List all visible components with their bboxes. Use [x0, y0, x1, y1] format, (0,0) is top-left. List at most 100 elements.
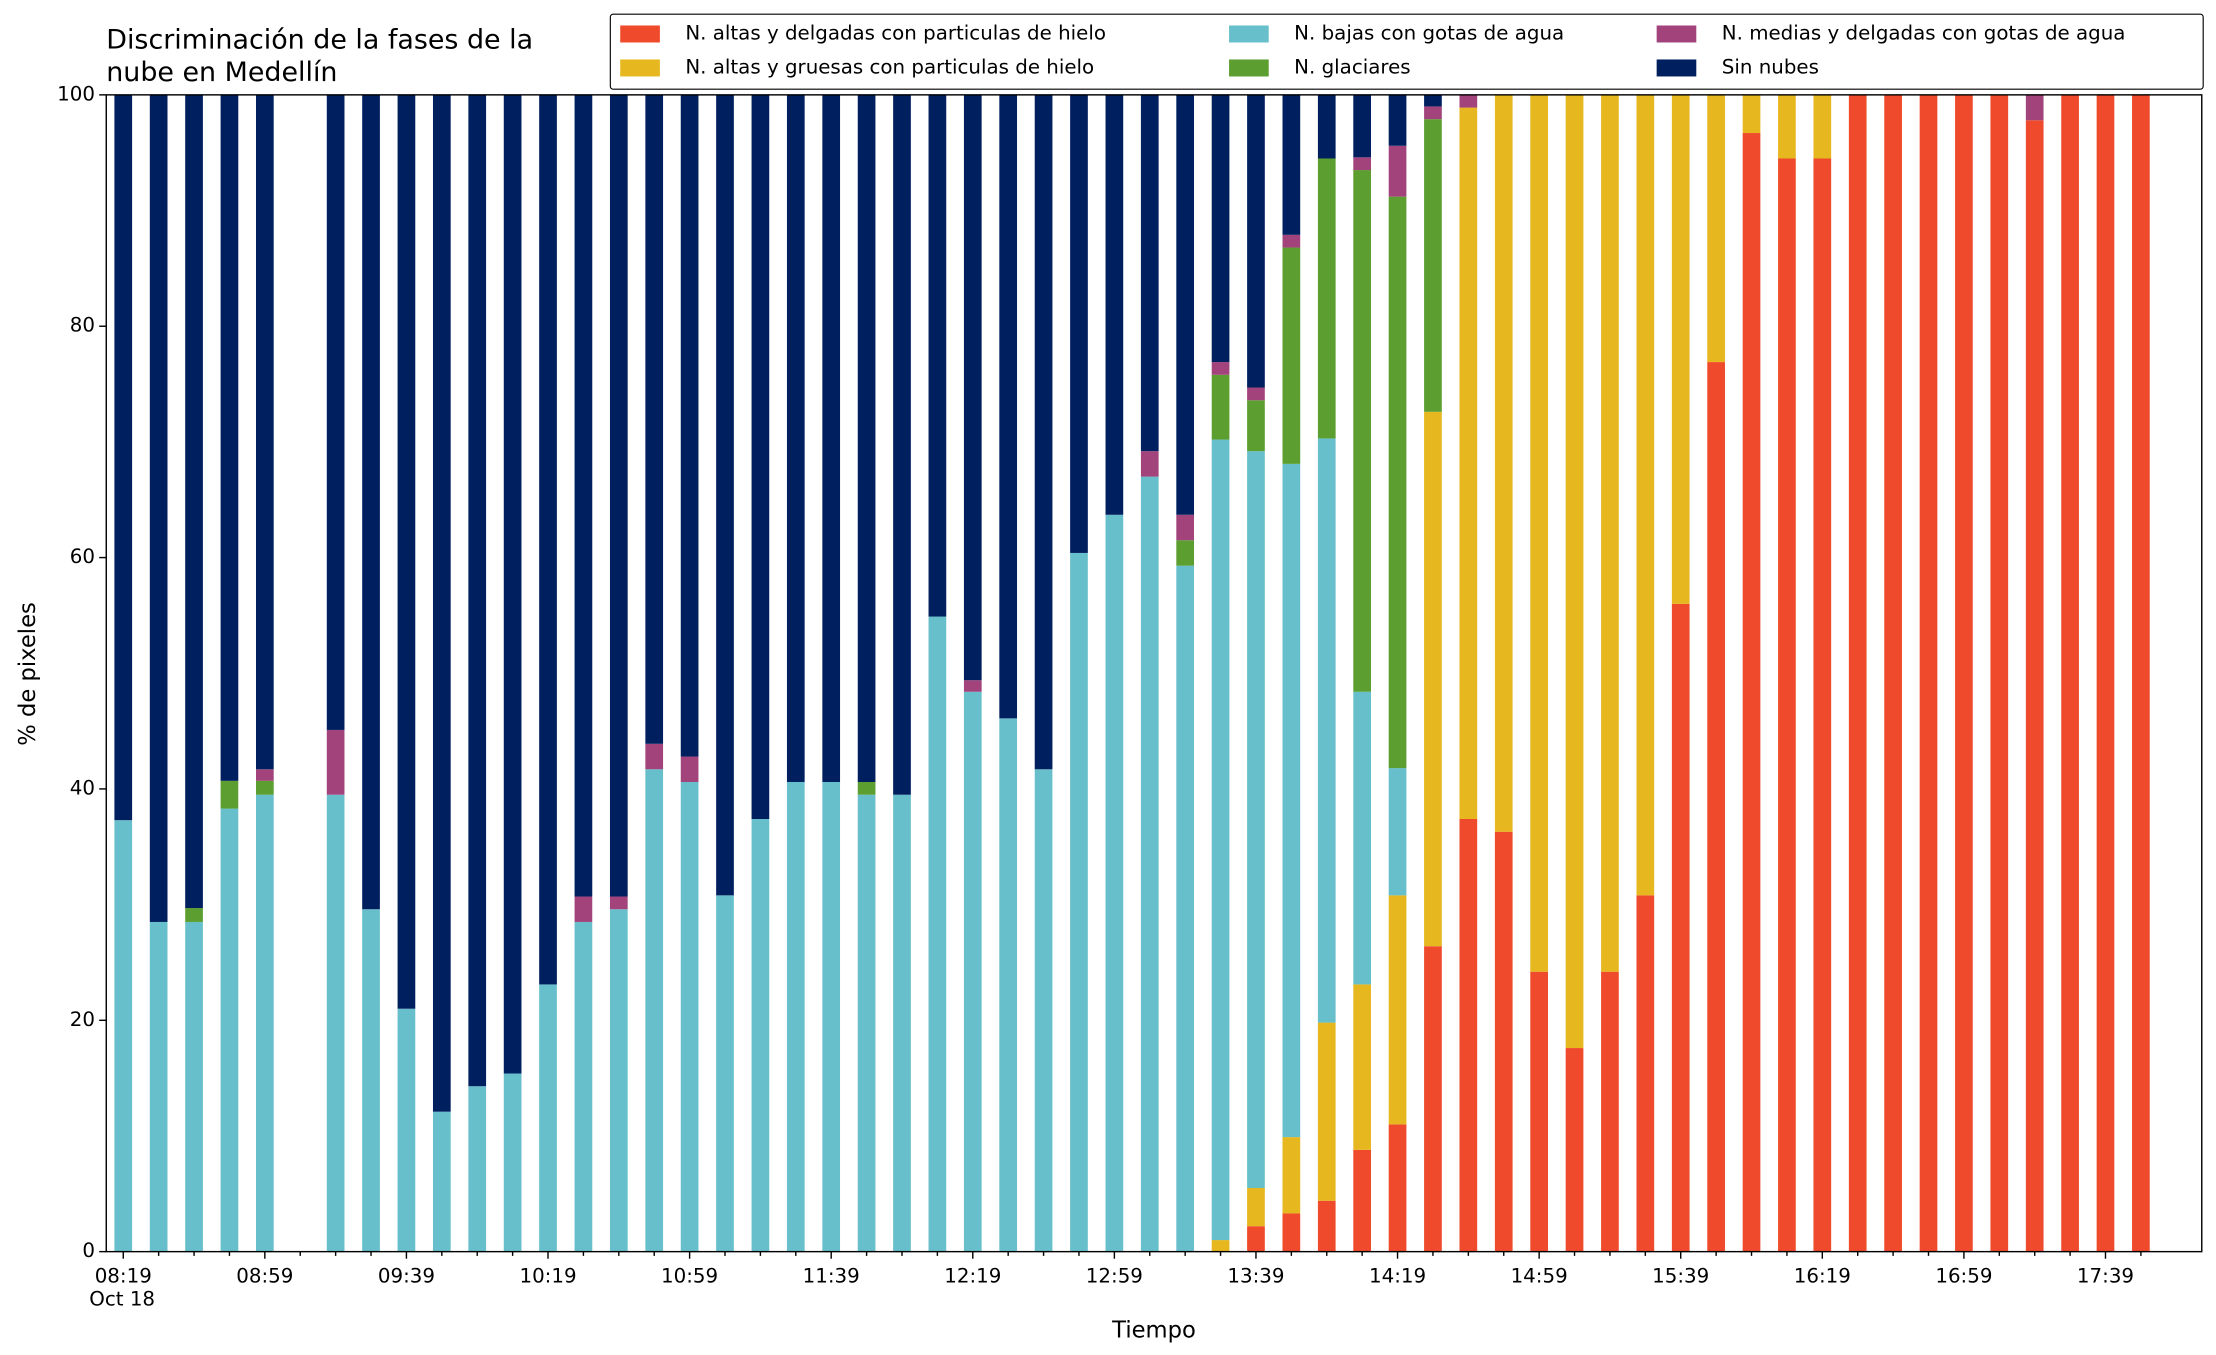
bar-segment: [1707, 94, 1725, 363]
x-tick-label: 11:39: [803, 1265, 860, 1288]
bar-segment: [1459, 107, 1478, 820]
bar-segment: [1353, 157, 1372, 171]
bar-segment: [1282, 94, 1301, 235]
bar-segment: [857, 794, 876, 1252]
bar-segment: [1459, 819, 1478, 1252]
bar-segment: [1140, 94, 1159, 452]
bar-segment: [2096, 94, 2115, 1252]
legend-label: N. medias y delgadas con gotas de agua: [1722, 21, 2126, 44]
bar-segment: [786, 781, 805, 1252]
bar-segment: [751, 94, 770, 820]
bar-segment: [680, 781, 699, 1252]
bar-segment: [857, 781, 876, 795]
bar-segment: [963, 680, 982, 692]
bar-segment: [1317, 158, 1336, 439]
bar-segment: [609, 909, 628, 1252]
bar-segment: [220, 780, 239, 809]
x-tick-label: 14:59: [1511, 1265, 1568, 1288]
bar-segment: [609, 94, 628, 897]
bar-segment: [397, 94, 416, 1009]
bar-segment: [468, 1086, 487, 1252]
bar-segment: [1424, 106, 1442, 120]
bar-segment: [645, 769, 664, 1252]
bar-segment: [1317, 438, 1336, 1023]
bar-segment: [1353, 1149, 1372, 1252]
bar-segment: [326, 94, 345, 730]
bar-segment: [503, 94, 522, 1074]
bar-segment: [822, 94, 841, 782]
bar-segment: [1955, 94, 1973, 1252]
y-tick-label: 60: [70, 545, 95, 568]
bar-segment: [1353, 984, 1372, 1150]
bar-segment: [1388, 1124, 1407, 1252]
bar-segment: [1353, 691, 1372, 985]
legend-swatch: [620, 59, 660, 77]
bar-segment: [255, 780, 274, 795]
bar-segment: [185, 908, 203, 922]
bar-segment: [2025, 94, 2044, 121]
bar-segment: [1671, 94, 1690, 604]
bar-segment: [1282, 1213, 1301, 1252]
bar-segment: [1424, 119, 1442, 412]
bar-segment: [362, 909, 380, 1252]
legend-label: N. bajas con gotas de agua: [1294, 21, 1564, 44]
bar-segment: [1317, 1022, 1336, 1201]
bar-segment: [963, 94, 982, 681]
legend-swatch: [1229, 59, 1269, 77]
bar-segment: [1247, 1188, 1265, 1227]
bar-segment: [432, 94, 451, 1112]
bar-segment: [255, 794, 274, 1252]
legend-box: [609, 13, 2204, 90]
x-tick-label: 16:19: [1794, 1265, 1851, 1288]
bar-segment: [1919, 94, 1938, 1252]
bar-segment: [1848, 94, 1867, 1252]
bar-segment: [1247, 451, 1265, 1189]
bar-segment: [893, 794, 911, 1252]
x-tick-label: 17:39: [2077, 1265, 2134, 1288]
legend-label: N. altas y gruesas con particulas de hie…: [685, 55, 1094, 78]
bar-segment: [1176, 565, 1195, 1252]
bar-segment: [2132, 94, 2150, 1252]
bar-segment: [1070, 552, 1088, 1252]
bar-segment: [928, 94, 947, 617]
bar-segment: [1034, 94, 1053, 770]
bar-segment: [1636, 94, 1655, 896]
bar-segment: [716, 895, 734, 1252]
legend-swatch: [1656, 59, 1697, 77]
x-tick-label: 09:39: [378, 1265, 435, 1288]
bar-segment: [999, 94, 1018, 719]
bar-segment: [1176, 94, 1195, 515]
bar-segment: [1742, 94, 1761, 134]
bar-segment: [1282, 1137, 1301, 1214]
bar-segment: [432, 1111, 451, 1252]
bar-segment: [1211, 439, 1230, 1241]
bar-segment: [255, 769, 274, 781]
bar-segment: [1990, 94, 2009, 1252]
bar-segment: [1211, 1240, 1230, 1252]
y-tick-label: 100: [57, 82, 95, 105]
x-tick-label: 08:59: [236, 1265, 293, 1288]
bar-segment: [645, 94, 664, 744]
bar-segment: [1601, 94, 1619, 972]
bar-segment: [1105, 94, 1124, 515]
bar-segment: [893, 94, 911, 795]
bar-segment: [1636, 895, 1655, 1252]
bar-segment: [928, 616, 947, 1252]
bar-segment: [574, 921, 593, 1252]
bar-segment: [1459, 94, 1478, 108]
bar-segment: [1282, 234, 1301, 248]
legend-swatch: [1229, 25, 1269, 43]
bar-segment: [1247, 400, 1265, 452]
bar-segment: [326, 729, 345, 795]
bar-segment: [468, 94, 487, 1087]
x-date-label: Oct 18: [89, 1287, 155, 1310]
legend-label: Sin nubes: [1722, 55, 1819, 78]
bar-segment: [1813, 158, 1832, 1252]
bar-segment: [857, 94, 876, 782]
bar-segment: [220, 808, 239, 1252]
x-tick-label: 16:59: [1935, 1265, 1992, 1288]
y-tick-label: 80: [70, 314, 95, 337]
bar-segment: [1388, 196, 1407, 769]
bar-segment: [2061, 94, 2079, 1252]
bar-segment: [1707, 362, 1725, 1252]
